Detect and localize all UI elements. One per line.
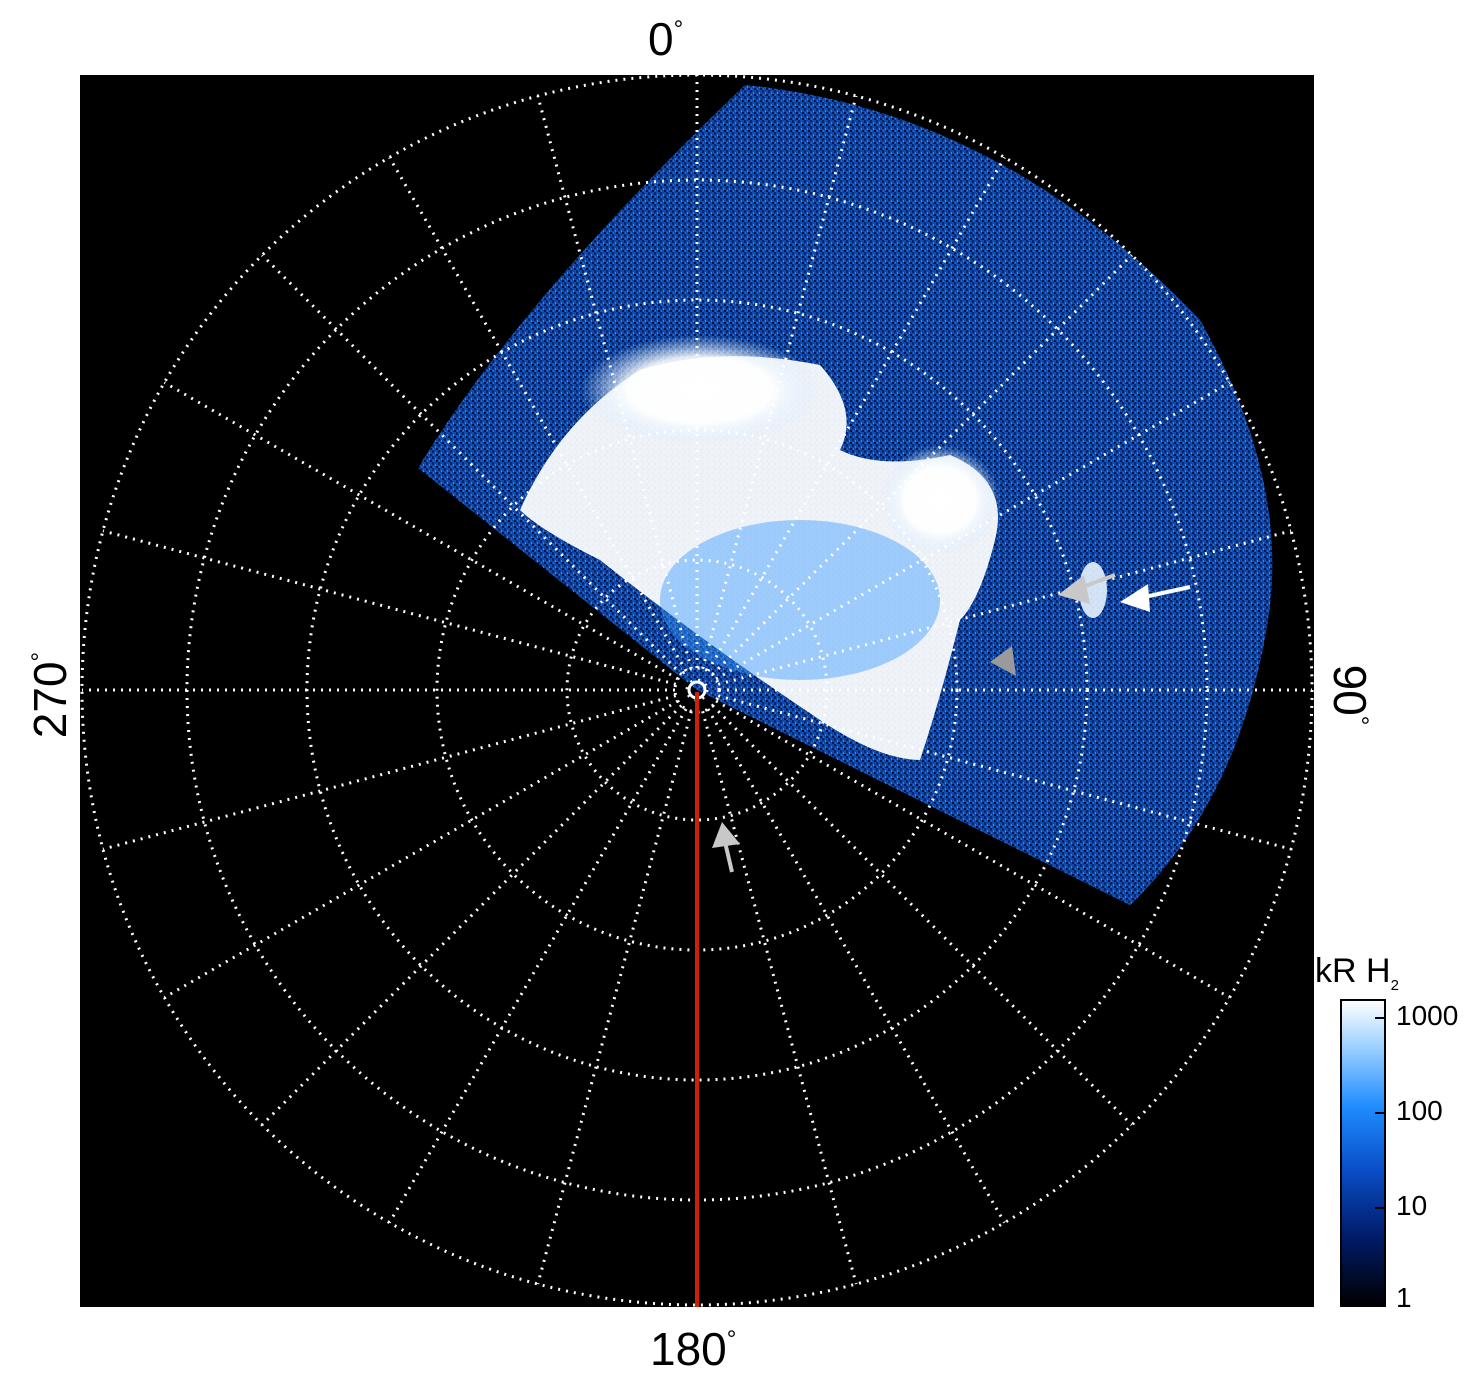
grid-meridian [717, 529, 1292, 686]
colorbar-tick-label: 1000 [1396, 1000, 1459, 1031]
aurora-blue-glow [660, 520, 940, 680]
grid-meridian [102, 529, 677, 686]
colorbar-ticks [1375, 1017, 1385, 1304]
grid-meridian [261, 254, 683, 676]
grid-meridian [536, 710, 693, 1285]
gray-arrowhead [990, 646, 1016, 676]
aurora-small-spot [1079, 562, 1107, 618]
grid-meridian [388, 708, 688, 1224]
azimuth-label-180: 180° [650, 1323, 737, 1375]
grid-meridian [102, 694, 677, 851]
grid-meridian [163, 381, 679, 681]
grid-meridian [388, 156, 688, 672]
grid-meridian [715, 699, 1231, 999]
azimuth-label-0: 0° [648, 13, 684, 65]
aurora-bright-spot [880, 445, 1000, 555]
colorbar [1340, 999, 1386, 1307]
grid-meridian [717, 694, 1292, 851]
grid-meridian [261, 704, 683, 1126]
colorbar-title: kR H2 [1315, 952, 1399, 994]
grid-meridian [706, 708, 1006, 1224]
aurora-bright-spot [580, 335, 820, 445]
grid-meridian [711, 254, 1133, 676]
white-arrow [1120, 584, 1191, 612]
azimuth-label-270: 270° [24, 651, 76, 739]
gray-arrow [712, 822, 740, 873]
aurora-bright-band [520, 356, 998, 760]
gray-arrow [1058, 573, 1116, 604]
grid-meridian [715, 381, 1231, 681]
grid-meridian [163, 699, 679, 999]
colorbar-tick-label: 1 [1396, 1282, 1412, 1313]
grid-meridian [706, 156, 1006, 672]
grid-meridian [711, 704, 1133, 1126]
colorbar-tick-label: 100 [1396, 1095, 1443, 1126]
colorbar-tick-label: 10 [1396, 1190, 1428, 1221]
azimuth-label-90: 90° [1324, 664, 1376, 726]
grid-meridian [701, 710, 858, 1285]
grid-meridian [701, 95, 858, 670]
grid-meridian [536, 95, 693, 670]
